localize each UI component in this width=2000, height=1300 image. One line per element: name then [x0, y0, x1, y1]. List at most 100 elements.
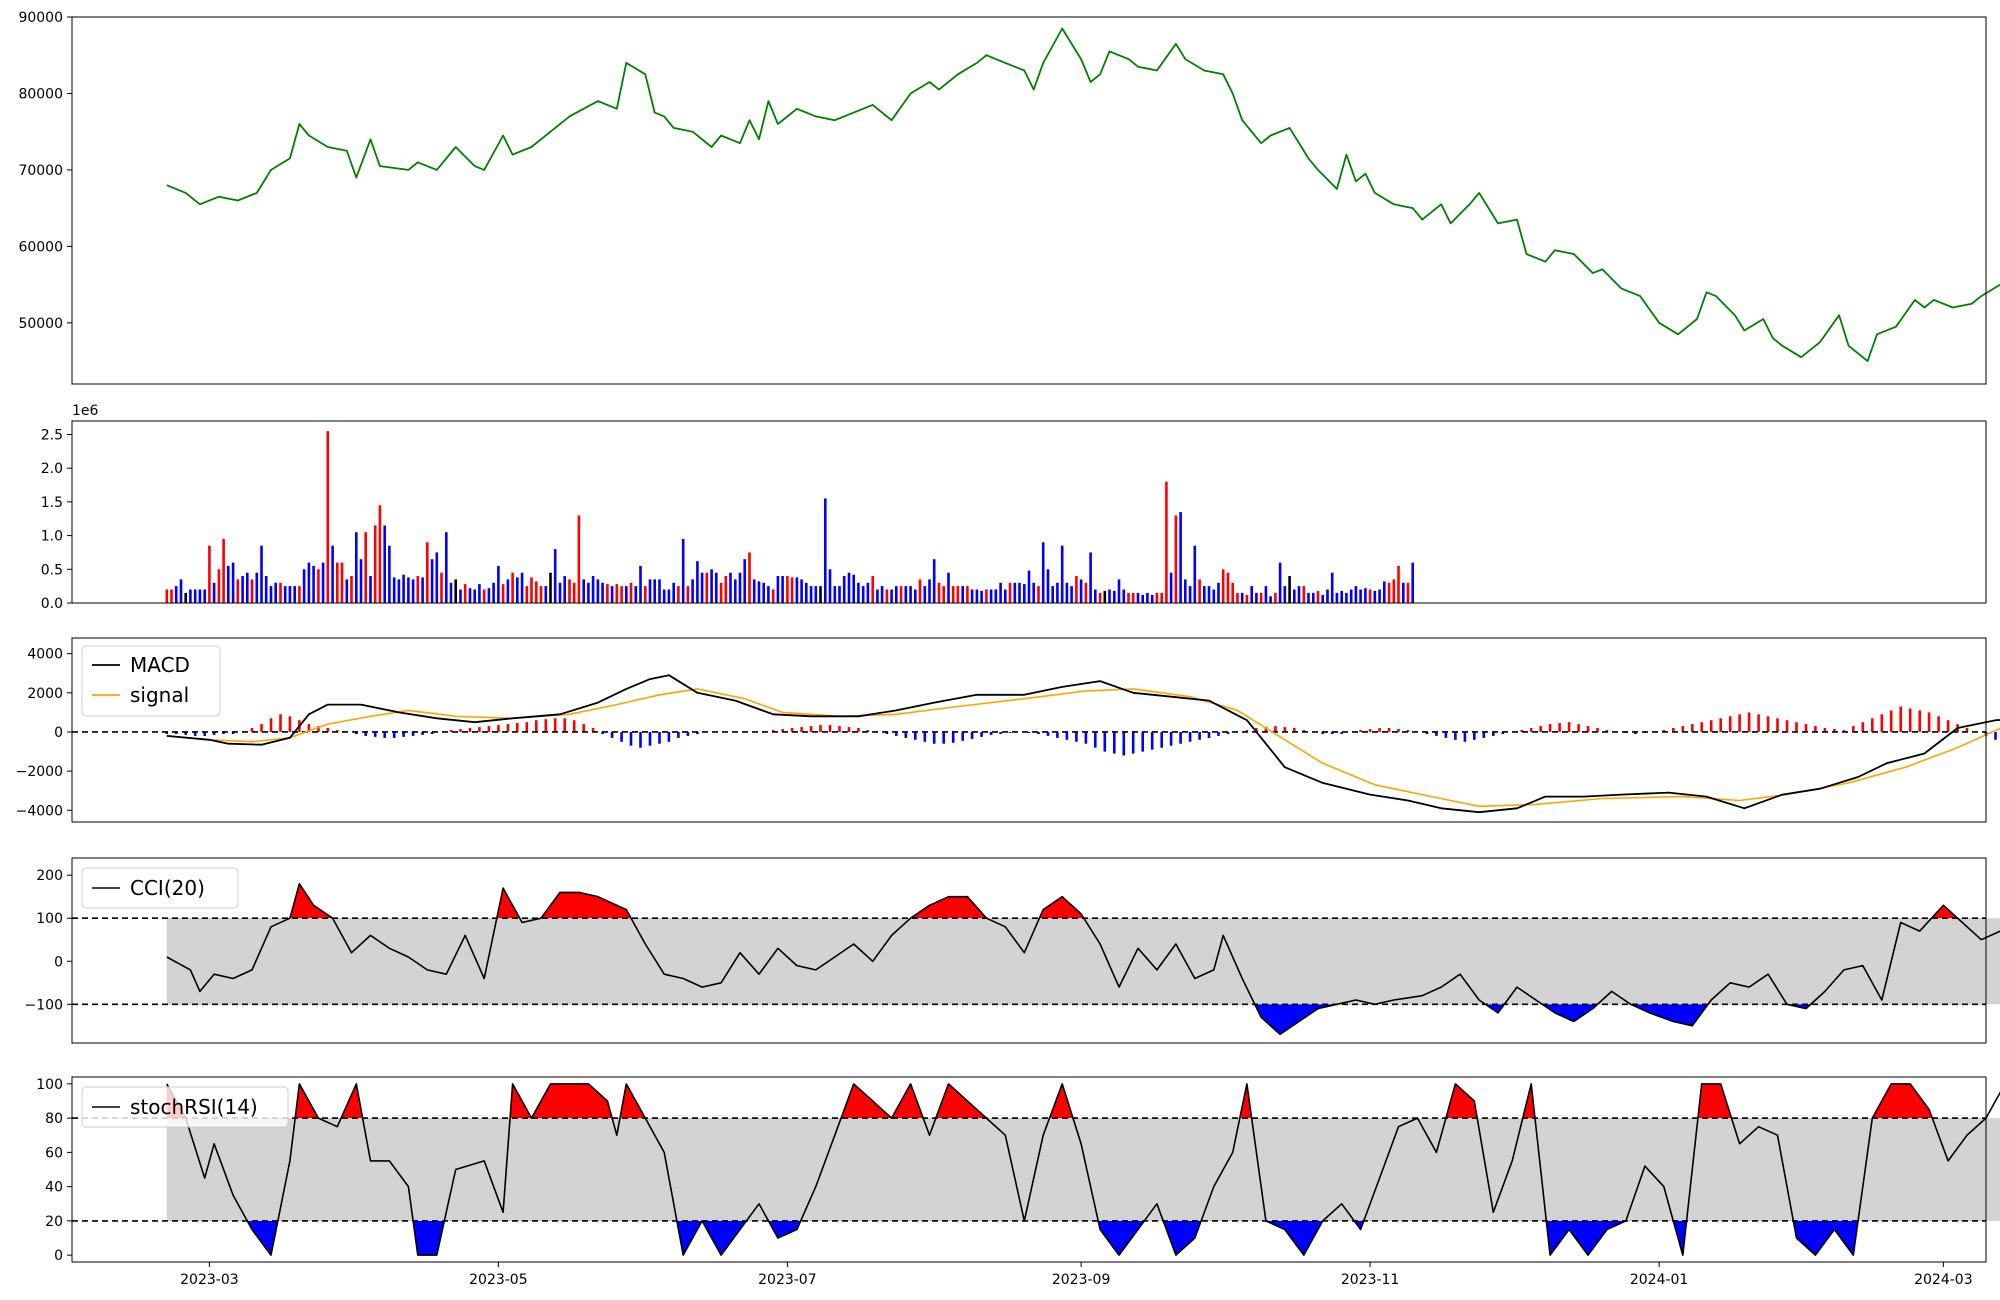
volume-bar	[1051, 586, 1054, 603]
volume-bar	[914, 589, 917, 603]
volume-bar	[762, 582, 765, 603]
volume-bar	[767, 586, 770, 603]
macd-histogram-bar	[1473, 732, 1476, 740]
macd-histogram-bar	[1141, 732, 1144, 752]
macd-histogram-bar	[857, 728, 860, 732]
volume-bar	[1264, 586, 1268, 603]
volume-scale-label: 1e6	[72, 403, 99, 419]
volume-bar	[904, 586, 908, 603]
macd-histogram-bar	[1501, 732, 1505, 734]
macd-histogram-bar	[1776, 718, 1779, 732]
neutral-band	[166, 1118, 2000, 1221]
macd-histogram-bar	[1435, 732, 1438, 736]
macd-histogram-bar	[317, 726, 320, 732]
y-tick-label: 0	[54, 1248, 63, 1264]
macd-histogram-bar	[629, 732, 633, 746]
volume-bar	[918, 579, 922, 603]
volume-bar	[1373, 590, 1377, 603]
macd-histogram-bar	[1387, 728, 1391, 732]
x-tick-label: 2023-09	[1052, 1272, 1111, 1288]
volume-bar	[842, 576, 846, 603]
volume-bar	[1018, 582, 1021, 603]
volume-bar	[388, 545, 391, 603]
volume-bar	[1326, 589, 1329, 603]
macd-histogram-bar	[1539, 726, 1542, 732]
legend-label: CCI(20)	[130, 876, 205, 900]
volume-bar	[847, 572, 851, 603]
volume-bar	[1041, 542, 1045, 603]
macd-histogram-bar	[231, 732, 235, 734]
volume-bar	[1070, 586, 1073, 603]
macd-line	[166, 674, 2000, 814]
volume-bar	[1150, 594, 1154, 603]
volume-bar	[942, 586, 945, 603]
y-tick-label: 0	[54, 954, 63, 970]
macd-histogram-bar	[1397, 729, 1400, 732]
macd-histogram-bar	[430, 732, 434, 734]
volume-bar	[994, 589, 998, 603]
volume-bar	[482, 589, 486, 603]
macd-histogram-bar	[1169, 732, 1173, 746]
macd-histogram-bar	[601, 732, 604, 734]
macd-histogram-bar	[904, 732, 908, 738]
volume-bar	[340, 562, 344, 603]
volume-bar	[212, 582, 216, 603]
macd-histogram-bar	[895, 732, 898, 736]
macd-histogram-bar	[1852, 726, 1855, 732]
volume-bar	[246, 572, 249, 603]
volume-bar	[805, 582, 808, 603]
macd-histogram-bar	[923, 732, 927, 742]
volume-bar	[738, 572, 742, 603]
volume-bar	[1075, 576, 1078, 603]
macd-histogram-bar	[525, 722, 529, 732]
macd-histogram-bar	[269, 718, 273, 732]
volume-bar	[255, 572, 259, 603]
volume-bar	[1236, 592, 1239, 603]
macd-histogram-bar	[174, 732, 178, 734]
volume-bar	[250, 579, 254, 603]
volume-bar	[814, 586, 818, 603]
macd-histogram-bar	[1605, 730, 1609, 732]
macd-histogram-bar	[1245, 730, 1249, 732]
volume-bar	[786, 576, 789, 603]
macd-histogram-bar	[553, 718, 557, 732]
volume-bar	[880, 586, 884, 603]
volume-bar	[487, 588, 491, 603]
macd-histogram-bar	[1378, 728, 1381, 732]
macd-histogram-bar	[582, 724, 585, 732]
macd-histogram-bar	[620, 732, 623, 742]
volume-bar	[937, 582, 941, 603]
price-panel: 50000 60000 70000 80000 90000	[18, 10, 2000, 385]
volume-bar	[989, 589, 993, 603]
macd-histogram-bar	[1529, 728, 1533, 732]
macd-histogram-bar	[800, 727, 803, 732]
volume-bar	[757, 581, 761, 603]
volume-bar	[923, 586, 927, 603]
macd-histogram-bar	[1586, 726, 1590, 732]
volume-bar	[501, 584, 505, 603]
macd-histogram-bar	[1577, 724, 1580, 732]
volume-bar	[1027, 570, 1031, 603]
macd-histogram-bar	[847, 727, 851, 732]
volume-bar	[302, 569, 306, 603]
macd-histogram-bar	[1056, 732, 1059, 738]
volume-bar	[752, 579, 756, 603]
macd-histogram-bar	[1008, 732, 1012, 733]
volume-bar	[193, 589, 197, 603]
y-tick-label: 2000	[27, 686, 63, 702]
volume-bar	[1113, 590, 1116, 603]
volume-bar	[899, 586, 903, 603]
y-tick-label: 70000	[18, 163, 63, 179]
volume-bar	[463, 584, 467, 603]
volume-bar	[359, 559, 363, 603]
macd-histogram-bar	[1994, 732, 1997, 740]
y-tick-label: 100	[36, 1077, 63, 1093]
volume-bar	[951, 586, 955, 603]
volume-bar	[1023, 584, 1026, 603]
macd-histogram-bar	[1330, 732, 1334, 734]
macd-histogram-bar	[686, 732, 690, 736]
macd-histogram-bar	[866, 730, 870, 732]
volume-bar	[454, 579, 457, 603]
volume-bar	[1345, 592, 1348, 603]
macd-histogram-bar	[1283, 727, 1287, 732]
